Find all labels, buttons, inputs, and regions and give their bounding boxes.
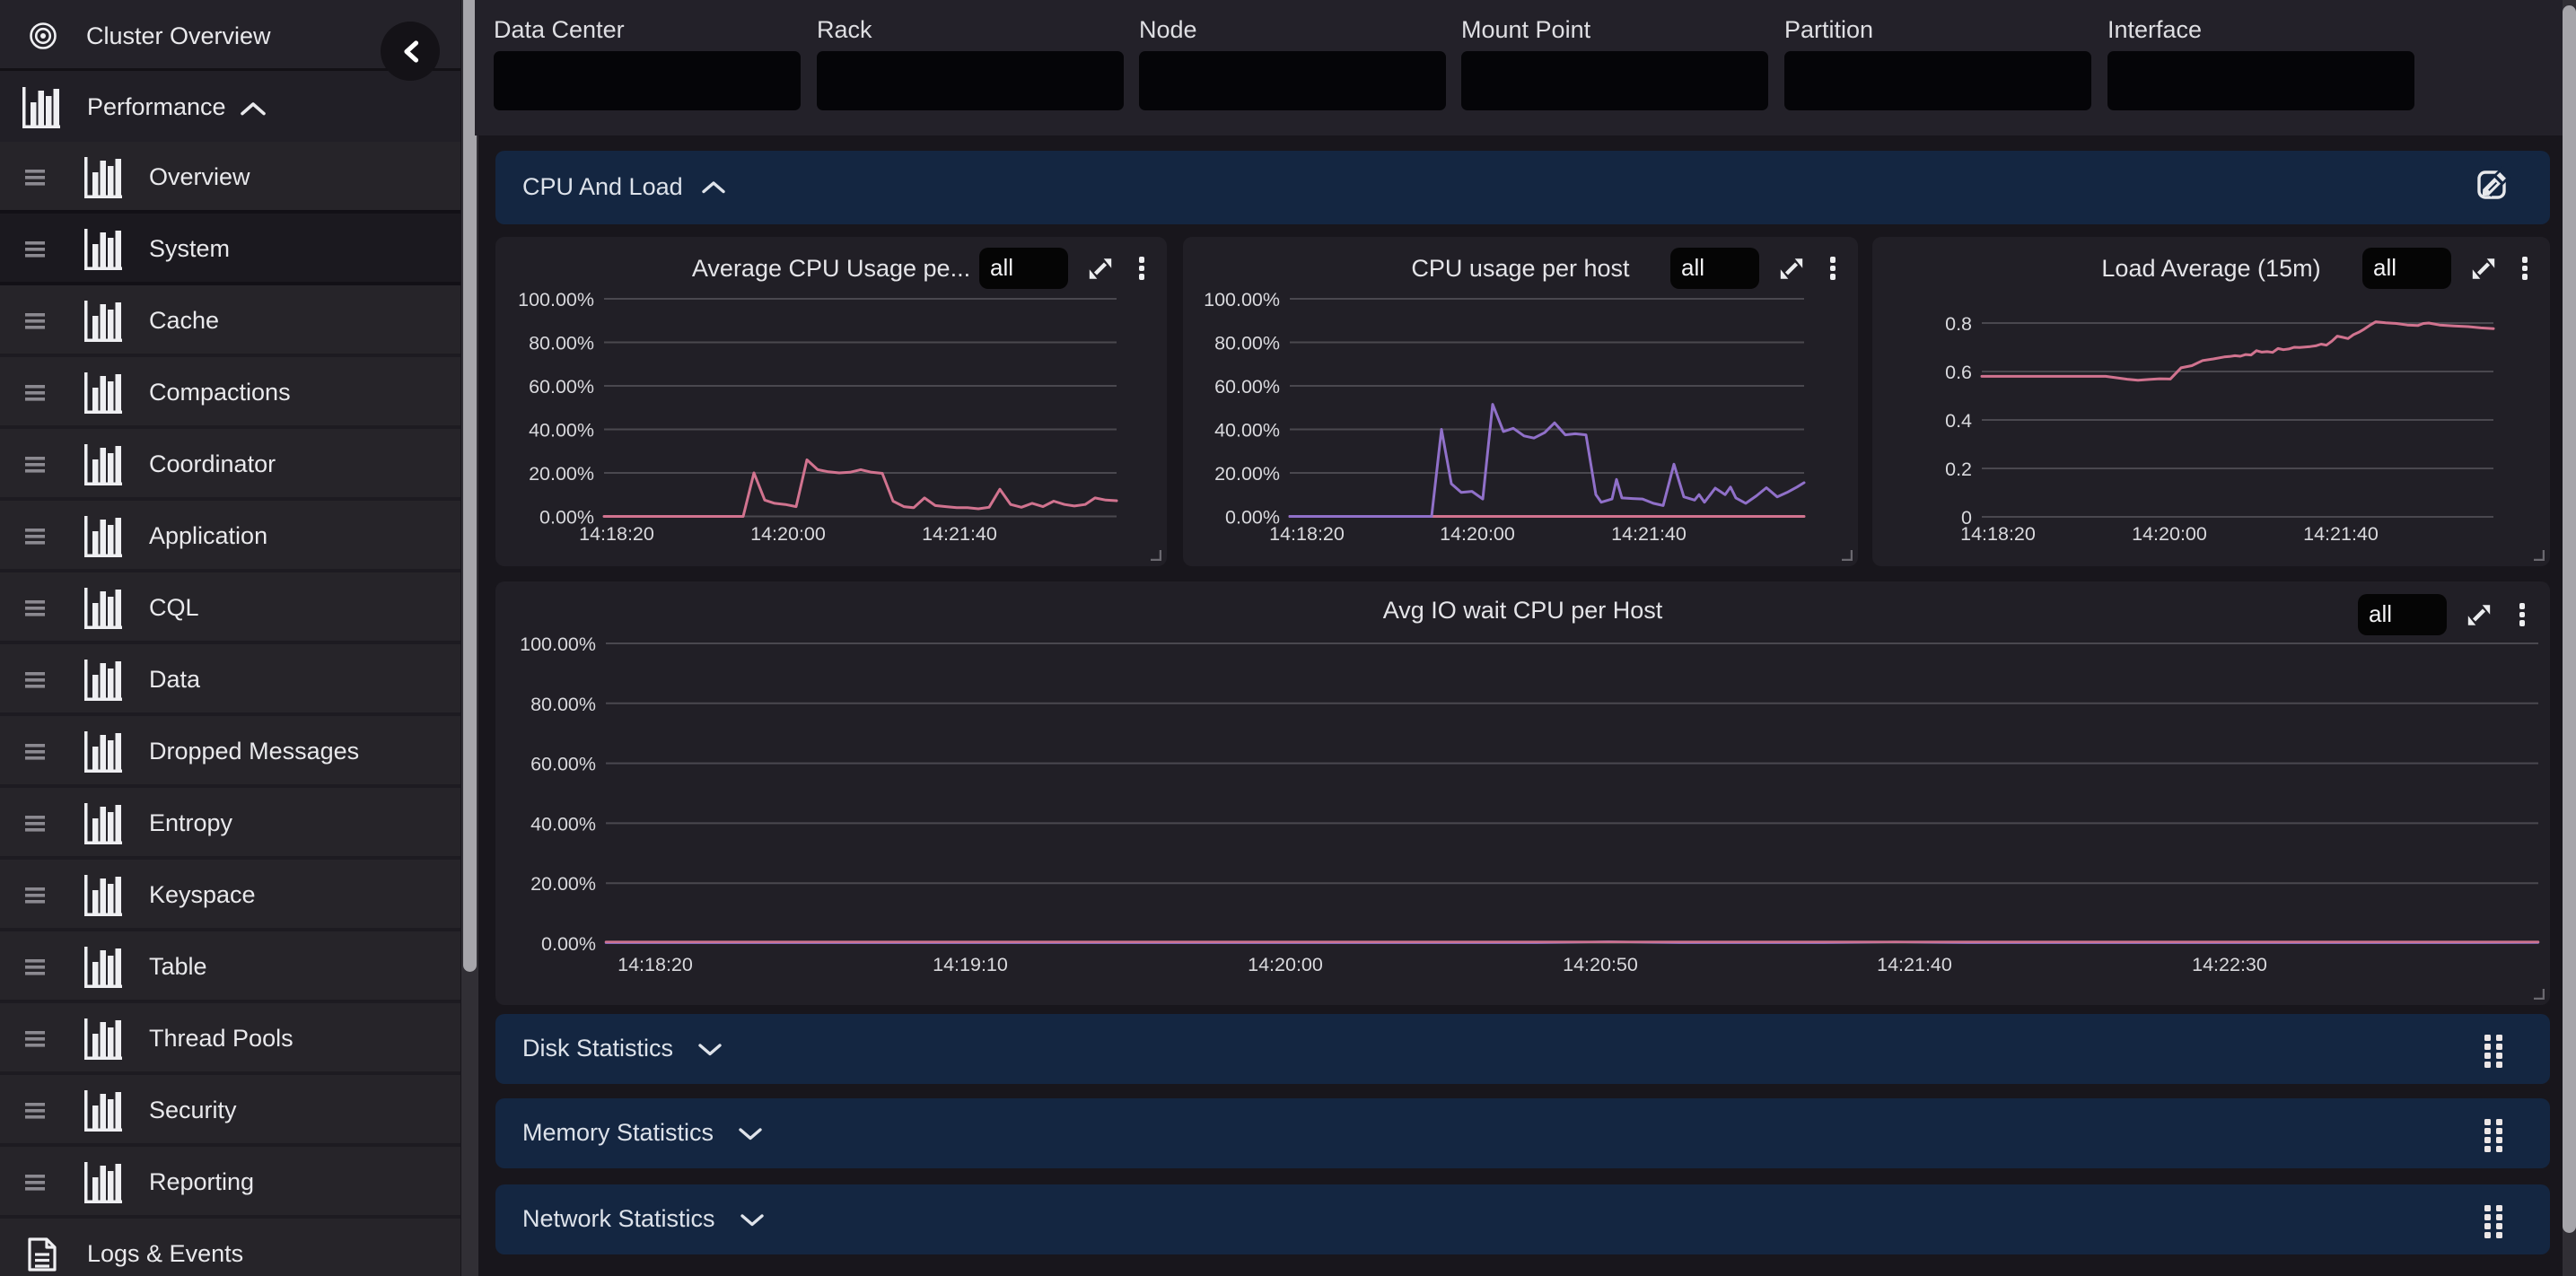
svg-text:0.00%: 0.00% (1225, 507, 1280, 529)
svg-text:14:20:00: 14:20:00 (750, 523, 826, 545)
svg-text:40.00%: 40.00% (1214, 420, 1280, 441)
svg-text:60.00%: 60.00% (530, 754, 596, 775)
svg-text:14:18:20: 14:18:20 (618, 954, 693, 975)
svg-text:Load Average (15m): Load Average (15m) (2101, 255, 2320, 282)
svg-text:14:21:40: 14:21:40 (1877, 954, 1952, 975)
svg-text:14:18:20: 14:18:20 (579, 523, 654, 545)
svg-text:100.00%: 100.00% (1204, 289, 1280, 310)
svg-text:80.00%: 80.00% (529, 333, 594, 354)
svg-text:Average CPU Usage pe...: Average CPU Usage pe... (692, 255, 970, 282)
svg-text:0: 0 (1961, 507, 1972, 529)
svg-text:20.00%: 20.00% (530, 873, 596, 895)
svg-text:14:20:50: 14:20:50 (1563, 954, 1638, 975)
svg-text:0.8: 0.8 (1945, 313, 1972, 335)
svg-text:0.6: 0.6 (1945, 362, 1972, 383)
svg-text:80.00%: 80.00% (1214, 333, 1280, 354)
svg-text:40.00%: 40.00% (529, 420, 594, 441)
svg-text:14:19:10: 14:19:10 (933, 954, 1008, 975)
svg-text:100.00%: 100.00% (518, 289, 594, 310)
svg-text:40.00%: 40.00% (530, 813, 596, 835)
svg-text:80.00%: 80.00% (530, 694, 596, 715)
svg-text:14:21:40: 14:21:40 (2303, 523, 2379, 545)
svg-text:0.4: 0.4 (1945, 410, 1972, 432)
svg-text:14:20:00: 14:20:00 (1248, 954, 1323, 975)
svg-text:20.00%: 20.00% (1214, 463, 1280, 485)
svg-text:Avg IO wait CPU per Host: Avg IO wait CPU per Host (1383, 597, 1663, 624)
svg-text:14:22:30: 14:22:30 (2192, 954, 2267, 975)
svg-text:14:21:40: 14:21:40 (1611, 523, 1687, 545)
svg-text:20.00%: 20.00% (529, 463, 594, 485)
svg-text:100.00%: 100.00% (520, 634, 596, 655)
svg-text:0.00%: 0.00% (541, 933, 596, 955)
svg-text:14:20:00: 14:20:00 (2132, 523, 2207, 545)
svg-text:14:18:20: 14:18:20 (1960, 523, 2036, 545)
svg-text:14:20:00: 14:20:00 (1440, 523, 1515, 545)
svg-text:0.2: 0.2 (1945, 459, 1972, 480)
svg-text:60.00%: 60.00% (529, 376, 594, 398)
svg-text:0.00%: 0.00% (539, 507, 594, 529)
svg-text:14:18:20: 14:18:20 (1269, 523, 1345, 545)
svg-text:60.00%: 60.00% (1214, 376, 1280, 398)
svg-text:CPU usage per host: CPU usage per host (1411, 255, 1630, 282)
svg-text:14:21:40: 14:21:40 (922, 523, 997, 545)
